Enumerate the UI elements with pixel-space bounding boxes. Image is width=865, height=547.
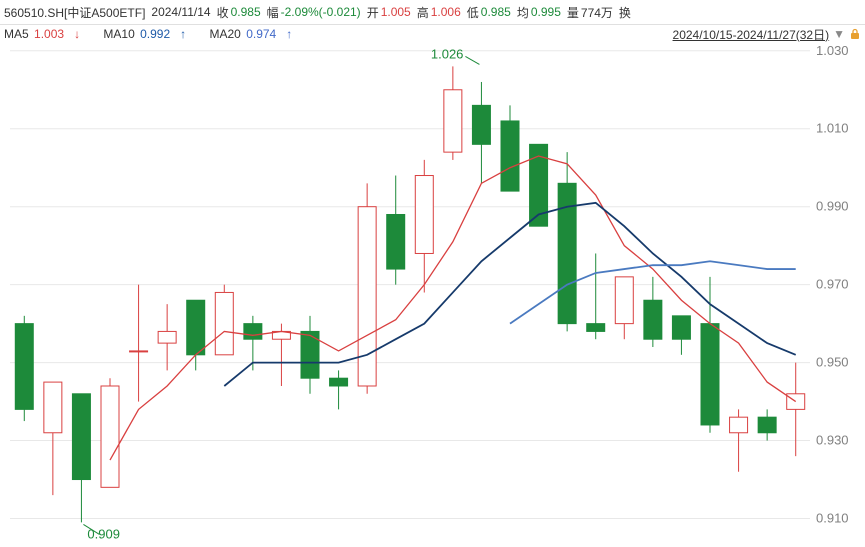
ma10-label: MA10 xyxy=(103,27,134,41)
volume-label: 量 xyxy=(567,4,579,21)
symbol: 560510.SH[中证A500ETF] xyxy=(4,4,145,21)
low-label: 低 xyxy=(467,4,479,21)
svg-text:1.010: 1.010 xyxy=(816,121,849,136)
ma20-value: 0.974↑ xyxy=(246,27,302,41)
range-controls: 2024/10/15-2024/11/27(32日) ▼ xyxy=(673,26,861,43)
close-label: 收 xyxy=(217,4,229,21)
amplitude-label: 幅 xyxy=(267,4,279,21)
svg-text:0.970: 0.970 xyxy=(816,277,849,292)
svg-text:0.930: 0.930 xyxy=(816,433,849,448)
svg-text:0.950: 0.950 xyxy=(816,355,849,370)
open-value: 1.005 xyxy=(381,5,411,19)
ma5-value: 1.003↓ xyxy=(34,27,90,41)
open-label: 开 xyxy=(367,4,379,21)
candlestick-chart[interactable]: 0.910 0.930 0.950 0.970 0.990 1.010 1.030 1.026… xyxy=(0,43,865,547)
turnover-label: 换 xyxy=(619,4,631,21)
high-label: 高 xyxy=(417,4,429,21)
quote-header: 560510.SH[中证A500ETF] 2024/11/14 收 0.985 … xyxy=(0,0,865,25)
svg-text:0.990: 0.990 xyxy=(816,199,849,214)
ma20-label: MA20 xyxy=(209,27,240,41)
ma-row: MA5 1.003↓ MA10 0.992↑ MA20 0.974↑ 2024/… xyxy=(0,25,865,43)
avg-label: 均 xyxy=(517,4,529,21)
dropdown-icon[interactable]: ▼ xyxy=(833,27,845,41)
svg-text:1.026: 1.026 xyxy=(431,46,464,61)
svg-text:1.030: 1.030 xyxy=(816,43,849,58)
volume-value: 774万 xyxy=(581,4,613,21)
ma5-label: MA5 xyxy=(4,27,29,41)
date-range[interactable]: 2024/10/15-2024/11/27(32日) xyxy=(673,26,830,43)
ma10-value: 0.992↑ xyxy=(140,27,196,41)
ma-values: MA5 1.003↓ MA10 0.992↑ MA20 0.974↑ xyxy=(4,27,312,41)
avg-value: 0.995 xyxy=(531,5,561,19)
svg-text:0.909: 0.909 xyxy=(87,526,120,541)
high-value: 1.006 xyxy=(431,5,461,19)
svg-text:0.910: 0.910 xyxy=(816,511,849,526)
close-value: 0.985 xyxy=(231,5,261,19)
low-value: 0.985 xyxy=(481,5,511,19)
amplitude-value: -2.09%(-0.021) xyxy=(281,5,361,19)
lock-icon[interactable] xyxy=(849,28,861,40)
quote-date: 2024/11/14 xyxy=(151,5,210,19)
